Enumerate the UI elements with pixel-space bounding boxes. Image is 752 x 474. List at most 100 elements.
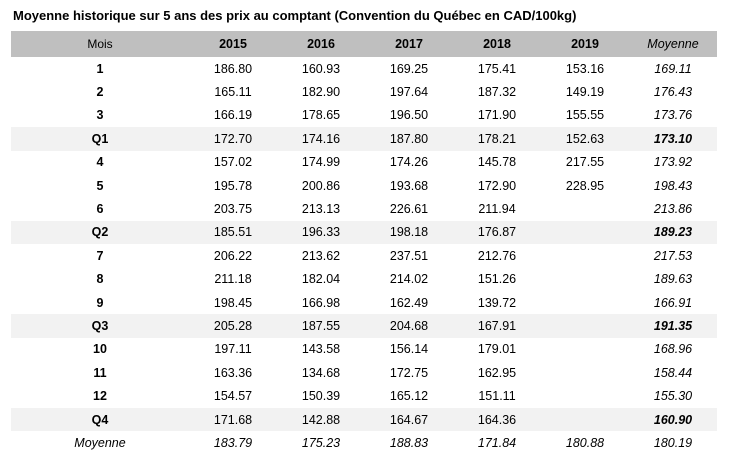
- table-cell: 213.62: [301, 248, 341, 263]
- table-cell: 152.63: [565, 131, 605, 146]
- table-cell: 155.30: [653, 389, 693, 404]
- table-cell: 166.98: [301, 295, 341, 310]
- table-cell: [541, 244, 629, 267]
- table-row-8: 8 211.18 182.04 214.02 151.26 189.63: [11, 268, 717, 291]
- row-label: 11: [93, 365, 107, 380]
- table-cell: [541, 197, 629, 220]
- table-cell: 197.11: [214, 342, 252, 357]
- table-cell: 143.58: [301, 342, 341, 357]
- table-cell: 198.18: [389, 225, 429, 240]
- column-header-mois: Mois: [87, 37, 113, 51]
- column-header-2019: 2019: [571, 37, 599, 51]
- table-cell: 217.53: [653, 248, 693, 263]
- table-cell: 205.28: [213, 318, 253, 333]
- table-row-4: 4 157.02 174.99 174.26 145.78 217.55 173.92: [11, 151, 717, 174]
- page-title: Moyenne historique sur 5 ans des prix au…: [13, 8, 577, 23]
- table-cell: 195.78: [213, 178, 253, 193]
- table-cell: 186.80: [213, 61, 253, 76]
- table-row-q2: Q2 185.51 196.33 198.18 176.87 189.23: [11, 220, 717, 245]
- table-row-7: 7 206.22 213.62 237.51 212.76 217.53: [11, 244, 717, 267]
- table-cell: 165.11: [214, 85, 252, 100]
- row-label: 2: [96, 85, 104, 100]
- row-label: 7: [96, 248, 104, 263]
- table-cell: 237.51: [389, 248, 429, 263]
- column-header-2016: 2016: [307, 37, 335, 51]
- table-cell: 172.75: [389, 365, 429, 380]
- table-cell: 187.55: [301, 318, 341, 333]
- table-cell: 166.19: [213, 108, 253, 123]
- table-cell: 226.61: [389, 202, 429, 217]
- table-cell: 178.65: [301, 108, 341, 123]
- table-cell: 167.91: [477, 318, 517, 333]
- table-cell: 198.45: [213, 295, 253, 310]
- table-row-q4: Q4 171.68 142.88 164.67 164.36 160.90: [11, 407, 717, 432]
- price-table: Mois 2015 2016 2017 2018 2019 Moyenne 1 186.80 1…: [11, 31, 717, 455]
- table-cell: 206.22: [213, 248, 253, 263]
- table-cell: 203.75: [213, 202, 253, 217]
- table-cell: [541, 268, 629, 291]
- table-cell: 193.68: [389, 178, 429, 193]
- table-row-6: 6 203.75 213.13 226.61 211.94 213.86: [11, 197, 717, 220]
- table-cell: 212.76: [477, 248, 517, 263]
- table-cell: 178.21: [477, 131, 517, 146]
- table-cell: 213.13: [301, 202, 341, 217]
- table-cell: 171.84: [477, 435, 517, 450]
- table-cell: 150.39: [301, 389, 341, 404]
- row-label: 10: [93, 342, 107, 357]
- row-label: 5: [96, 178, 104, 193]
- row-label: 8: [96, 272, 104, 287]
- table-cell: 171.90: [477, 108, 517, 123]
- column-header-moyenne: Moyenne: [647, 37, 699, 51]
- table-cell: 211.94: [478, 202, 516, 217]
- table-cell: 180.19: [653, 435, 693, 450]
- table-cell: 174.26: [389, 155, 429, 170]
- table-cell: 139.72: [477, 295, 517, 310]
- table-cell: 174.99: [301, 155, 341, 170]
- column-header-2017: 2017: [395, 37, 423, 51]
- table-cell: 151.26: [477, 272, 517, 287]
- table-header-row: Mois 2015 2016 2017 2018 2019 Moyenne: [11, 31, 717, 57]
- table-row-q1: Q1 172.70 174.16 187.80 178.21 152.63 173.10: [11, 127, 717, 151]
- table-cell: 172.90: [477, 178, 517, 193]
- table-cell: 176.87: [477, 225, 517, 240]
- table-cell: 191.35: [653, 318, 693, 333]
- table-cell: 155.55: [565, 108, 605, 123]
- table-cell: 168.96: [653, 342, 693, 357]
- table-row-11: 11 163.36 134.68 172.75 162.95 158.44: [11, 361, 717, 384]
- column-header-2015: 2015: [219, 37, 247, 51]
- table-cell: 145.78: [477, 155, 517, 170]
- row-label: Q1: [91, 131, 109, 146]
- table-cell: 172.70: [213, 131, 253, 146]
- table-cell: [541, 361, 629, 384]
- table-cell: 160.90: [653, 412, 693, 427]
- table-cell: 173.76: [653, 108, 693, 123]
- table-cell: 214.02: [389, 272, 429, 287]
- table-cell: 204.68: [389, 318, 429, 333]
- table-cell: 163.36: [213, 365, 253, 380]
- table-cell: 180.88: [565, 435, 605, 450]
- table-cell: 162.95: [477, 365, 517, 380]
- table-header: Mois 2015 2016 2017 2018 2019 Moyenne: [11, 31, 717, 57]
- table-cell: 169.25: [389, 61, 429, 76]
- table-cell: 151.11: [478, 389, 516, 404]
- table-cell: 158.44: [653, 365, 693, 380]
- table-row-9: 9 198.45 166.98 162.49 139.72 166.91: [11, 291, 717, 314]
- row-label: 9: [96, 295, 104, 310]
- row-label: 3: [96, 108, 104, 123]
- table-row-2: 2 165.11 182.90 197.64 187.32 149.19 176.43: [11, 80, 717, 103]
- table-cell: 134.68: [301, 365, 341, 380]
- table-cell: 196.33: [301, 225, 341, 240]
- table-row-3: 3 166.19 178.65 196.50 171.90 155.55 173.76: [11, 104, 717, 127]
- table-cell: 149.19: [565, 85, 605, 100]
- table-cell: 164.36: [477, 412, 517, 427]
- table-cell: 228.95: [565, 178, 605, 193]
- table-cell: 197.64: [389, 85, 429, 100]
- table-cell: 176.43: [653, 85, 693, 100]
- table-cell: [541, 291, 629, 314]
- table-cell: [541, 408, 629, 431]
- table-cell: 169.11: [654, 61, 692, 76]
- table-cell: [541, 221, 629, 244]
- row-label: Q3: [91, 318, 109, 333]
- table-cell: 198.43: [653, 178, 693, 193]
- table-cell: 171.68: [213, 412, 253, 427]
